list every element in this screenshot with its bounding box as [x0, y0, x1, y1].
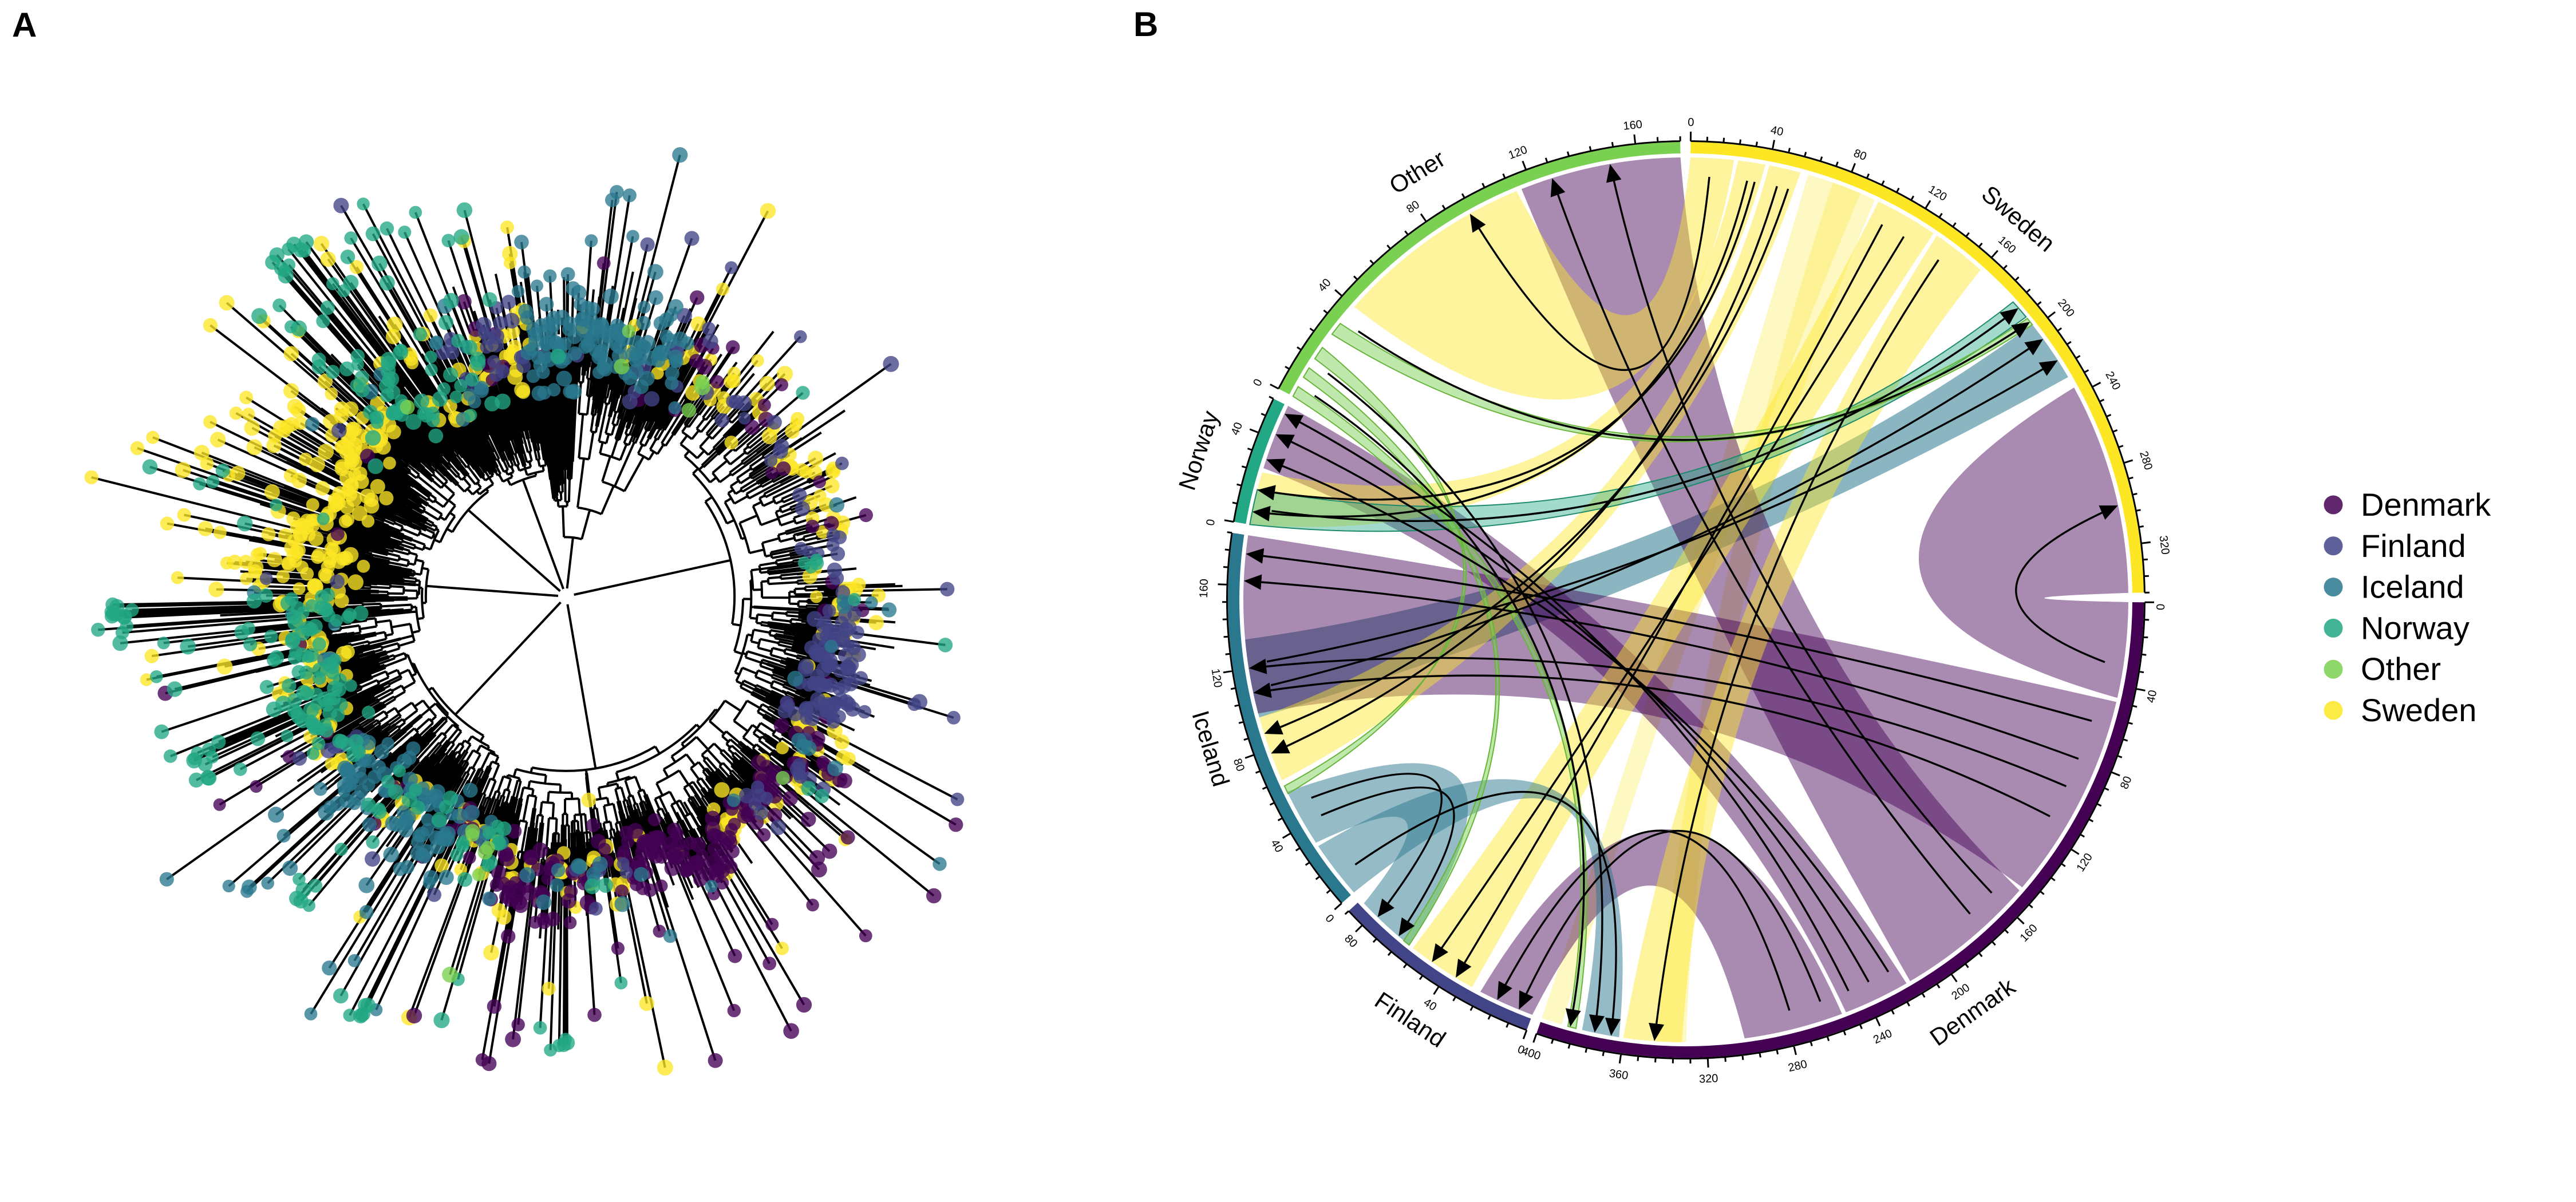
svg-text:Finland: Finland — [2361, 528, 2466, 564]
svg-text:160: 160 — [1622, 118, 1643, 133]
svg-text:160: 160 — [1198, 579, 1211, 598]
svg-text:0: 0 — [1204, 518, 1218, 527]
svg-text:40: 40 — [1769, 124, 1784, 139]
svg-text:Iceland: Iceland — [2361, 569, 2464, 605]
svg-text:360: 360 — [1609, 1067, 1629, 1082]
svg-text:320: 320 — [1699, 1072, 1718, 1086]
svg-text:B: B — [1133, 5, 1158, 44]
svg-text:40: 40 — [2144, 689, 2159, 704]
svg-text:320: 320 — [2157, 535, 2172, 555]
svg-text:120: 120 — [1209, 668, 1224, 689]
svg-text:0: 0 — [2155, 604, 2167, 610]
svg-text:Denmark: Denmark — [2361, 487, 2491, 523]
svg-text:A: A — [12, 6, 37, 44]
svg-text:0: 0 — [1688, 116, 1694, 129]
svg-text:Norway: Norway — [2361, 610, 2470, 646]
svg-text:Other: Other — [2361, 651, 2441, 687]
svg-text:Sweden: Sweden — [2361, 692, 2476, 728]
